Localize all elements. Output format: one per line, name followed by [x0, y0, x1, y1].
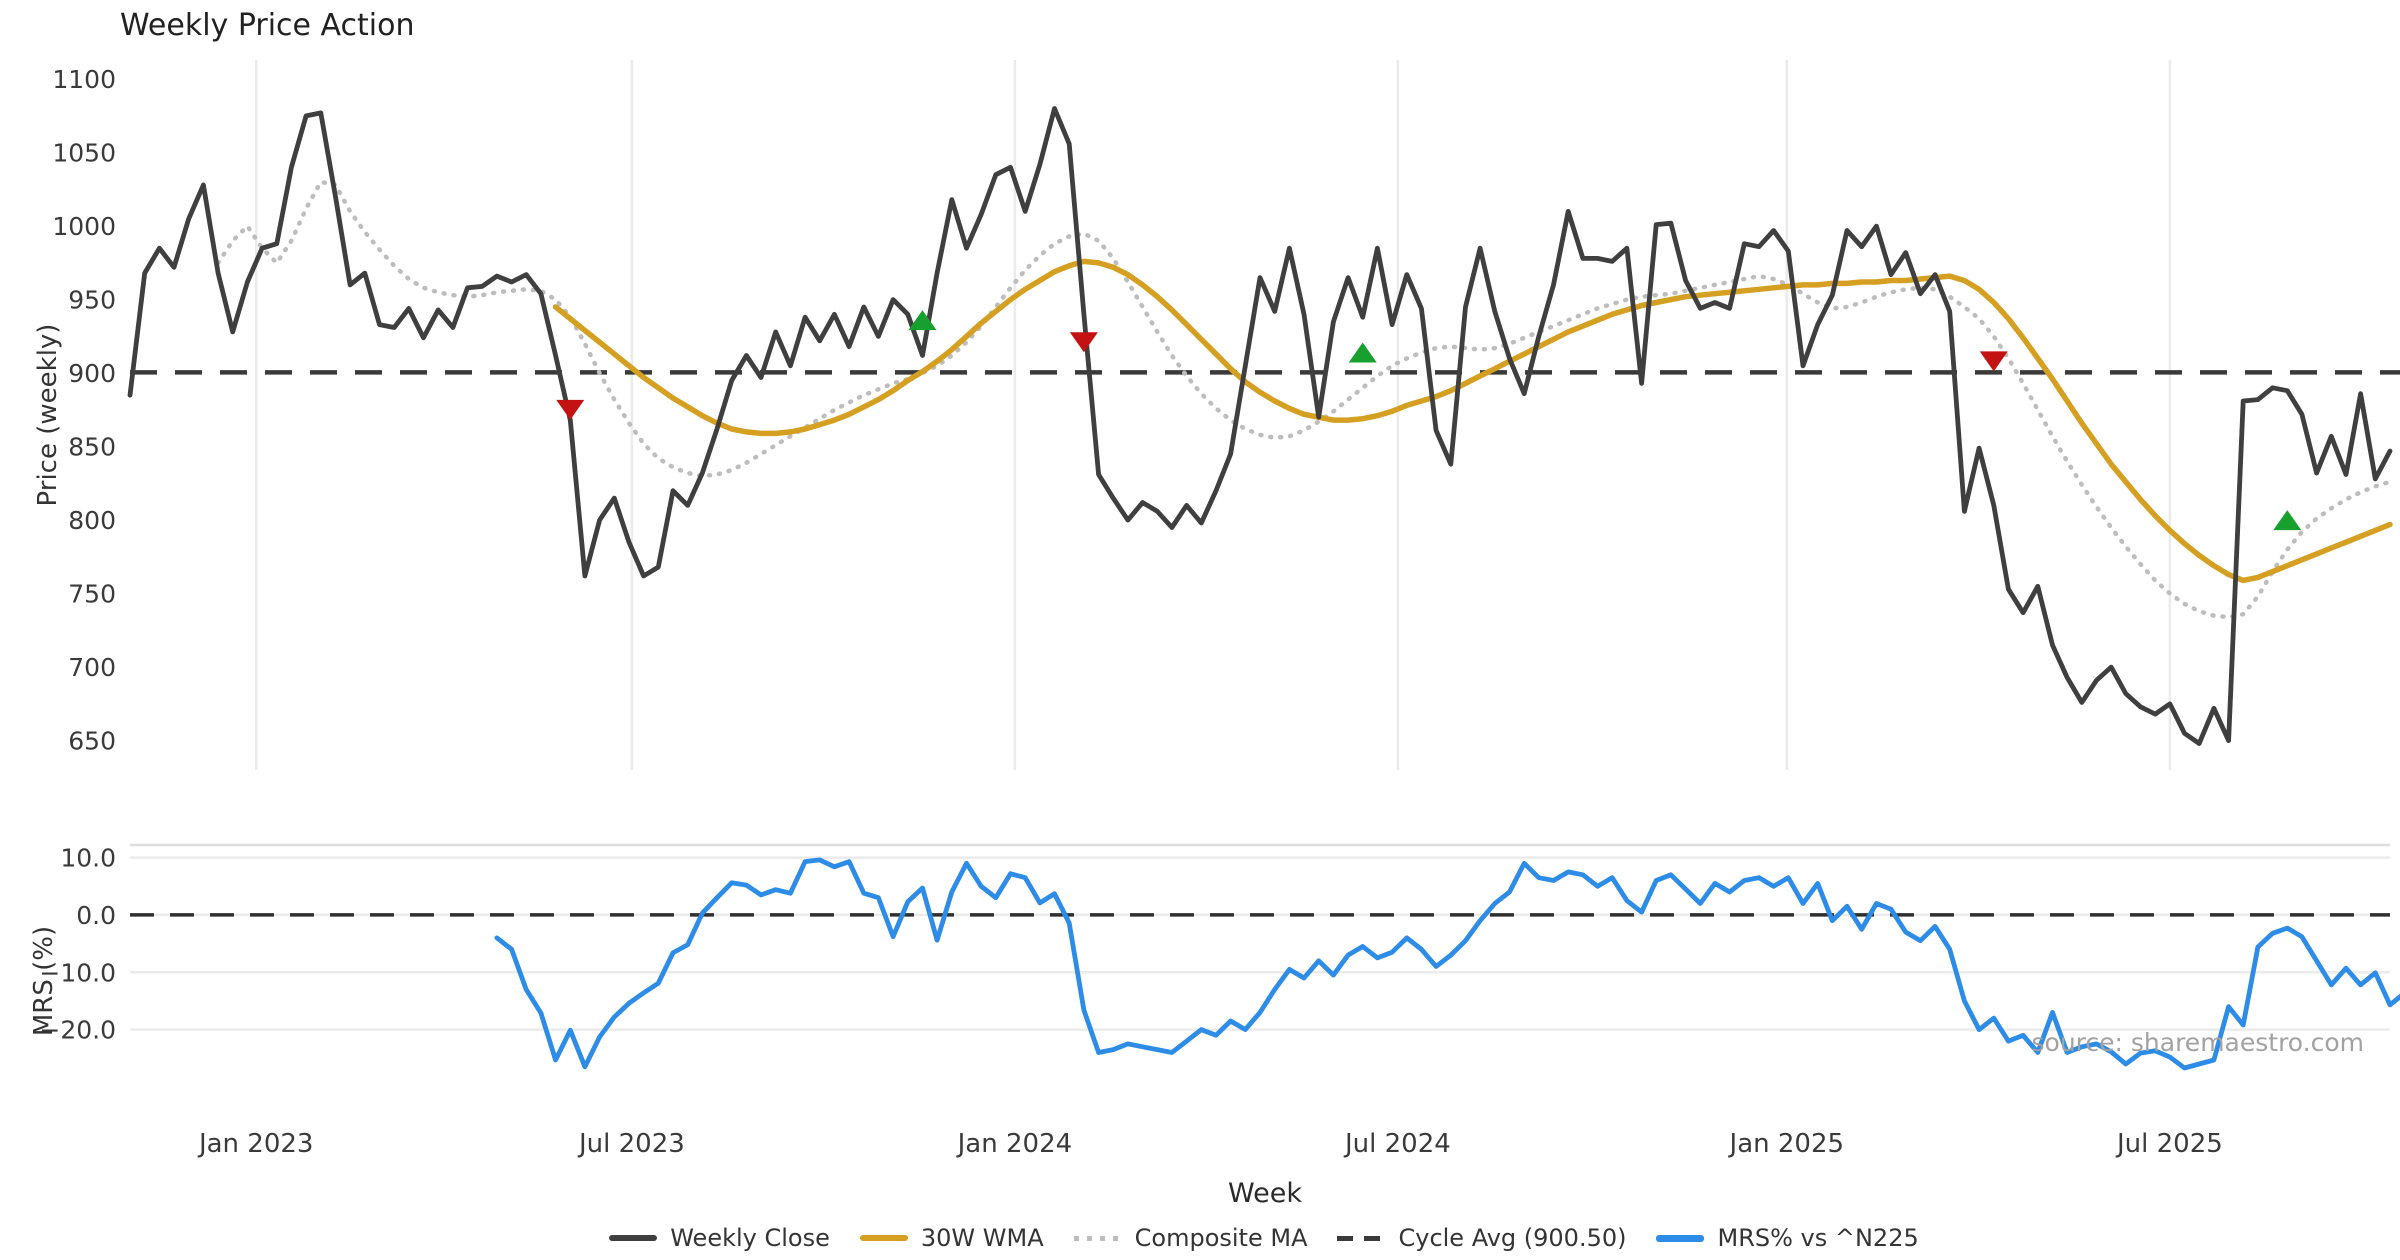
- month-tick-label: Jan 2023: [197, 1129, 314, 1159]
- price-tick-label: 1100: [52, 65, 116, 94]
- legend-label: Composite MA: [1134, 1224, 1308, 1252]
- mrs-tick-label: 0.0: [76, 901, 116, 930]
- mrs-line-icon: [1656, 1234, 1705, 1242]
- legend-item-wma: 30W WMA: [859, 1224, 1044, 1252]
- sell-signal-marker: [1069, 332, 1098, 353]
- legend-item-cycle-avg: Cycle Avg (900.50): [1337, 1224, 1626, 1252]
- composite-dotted-line-icon: [1073, 1235, 1122, 1241]
- wma-line: [552, 258, 2393, 584]
- sell-signal-marker: [1979, 351, 2008, 372]
- price-tick-label: 800: [68, 506, 116, 535]
- mrs-line: [494, 857, 2400, 1071]
- month-tick-label: Jan 2024: [956, 1129, 1073, 1159]
- mrs-tick-label: −20.0: [39, 1016, 116, 1045]
- legend-item-composite: Composite MA: [1073, 1224, 1308, 1252]
- price-axis-label: Price (weekly): [33, 323, 63, 507]
- weekly-close-line-icon: [609, 1235, 658, 1241]
- buy-signal-marker: [2273, 510, 2302, 531]
- week-axis-label: Week: [1228, 1178, 1302, 1209]
- price-tick-label: 900: [68, 359, 116, 388]
- price-tick-label: 700: [68, 653, 116, 682]
- mrs-tick-label: 10.0: [60, 844, 116, 873]
- sell-signal-marker: [556, 399, 585, 420]
- source-note: source: sharemaestro.com: [2031, 1028, 2365, 1057]
- legend-label: Weekly Close: [670, 1224, 830, 1252]
- mrs-tick-label: −10.0: [39, 958, 116, 987]
- price-tick-label: 950: [68, 286, 116, 315]
- cycle-avg-dashed-line-icon: [1337, 1235, 1386, 1241]
- month-tick-label: Jul 2024: [1343, 1129, 1451, 1159]
- chart-title: Weekly Price Action: [120, 8, 415, 43]
- legend-item-weekly-close: Weekly Close: [609, 1224, 830, 1252]
- legend-label: 30W WMA: [920, 1224, 1044, 1252]
- buy-signal-marker: [908, 310, 937, 331]
- mrs-axis-label: MRS (%): [29, 925, 59, 1037]
- month-tick-label: Jul 2025: [2115, 1129, 2223, 1159]
- price-tick-label: 1000: [52, 212, 116, 241]
- legend-item-mrs: MRS% vs ^N225: [1656, 1224, 1919, 1252]
- month-tick-label: Jul 2023: [577, 1129, 685, 1159]
- buy-signal-marker: [1348, 342, 1377, 363]
- weekly-close-line: [127, 106, 2393, 746]
- price-tick-label: 850: [68, 433, 116, 462]
- month-tick-label: Jan 2025: [1728, 1129, 1845, 1159]
- price-tick-label: 750: [68, 580, 116, 609]
- composite-ma-line: [215, 179, 2393, 620]
- price-tick-label: 650: [68, 727, 116, 756]
- legend-label: MRS% vs ^N225: [1717, 1224, 1919, 1252]
- price-tick-label: 1050: [52, 139, 116, 168]
- chart-legend: Weekly Close 30W WMA Composite MA Cycle …: [0, 1224, 2400, 1252]
- wma-line-icon: [859, 1235, 908, 1241]
- legend-label: Cycle Avg (900.50): [1398, 1224, 1627, 1252]
